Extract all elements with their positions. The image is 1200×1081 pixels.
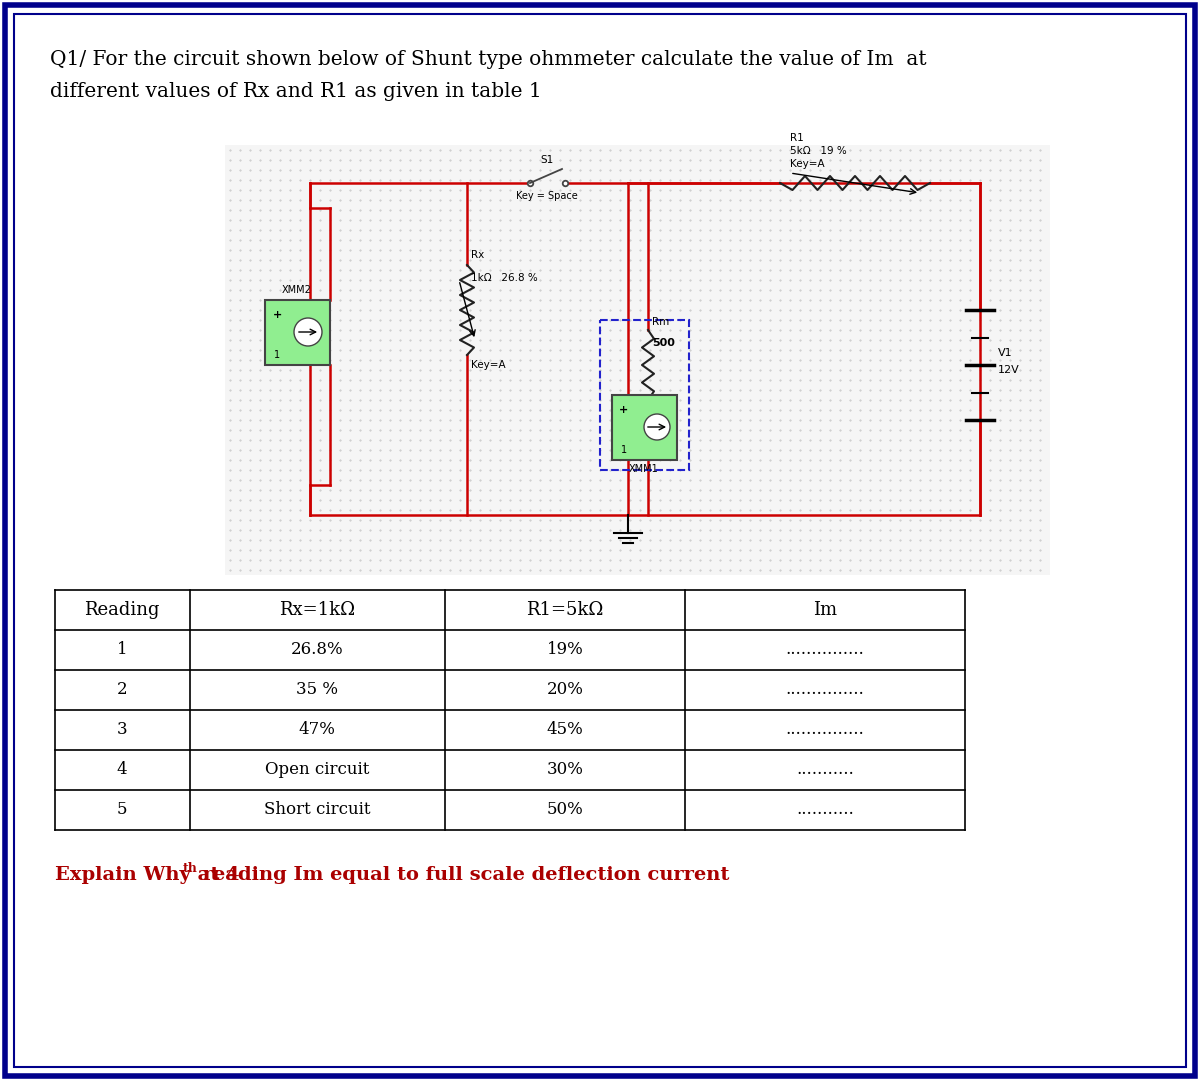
Text: Rx=1kΩ: Rx=1kΩ (278, 601, 355, 619)
Text: Im: Im (812, 601, 838, 619)
Text: Reading: Reading (84, 601, 160, 619)
Text: ...........: ........... (796, 761, 854, 778)
Text: Key=A: Key=A (470, 360, 505, 370)
Text: Short circuit: Short circuit (264, 801, 371, 818)
Text: Explain Why at 4: Explain Why at 4 (55, 866, 240, 884)
Text: ...........: ........... (796, 801, 854, 818)
Text: Key = Space: Key = Space (516, 191, 578, 201)
Circle shape (644, 414, 670, 440)
Text: 47%: 47% (299, 721, 336, 738)
Text: reading Im equal to full scale deflection current: reading Im equal to full scale deflectio… (196, 866, 730, 884)
Text: Rx: Rx (470, 250, 485, 261)
Text: Rm: Rm (652, 317, 670, 326)
Text: 1kΩ   26.8 %: 1kΩ 26.8 % (470, 273, 538, 283)
Text: +: + (619, 405, 629, 415)
Text: 1: 1 (274, 350, 280, 360)
Text: 4: 4 (116, 761, 127, 778)
Text: S1: S1 (540, 155, 553, 165)
Text: 3: 3 (116, 721, 127, 738)
Text: 20%: 20% (546, 681, 583, 698)
Text: Open circuit: Open circuit (265, 761, 370, 778)
Text: 1: 1 (116, 641, 127, 658)
Text: 500: 500 (652, 338, 674, 348)
Text: Key=A: Key=A (790, 159, 824, 169)
Text: th: th (182, 862, 198, 875)
Text: Q1/ For the circuit shown below of Shunt type ohmmeter calculate the value of Im: Q1/ For the circuit shown below of Shunt… (50, 50, 926, 69)
Text: R1: R1 (790, 133, 804, 143)
Text: +: + (272, 310, 282, 320)
Bar (226, 145, 1050, 575)
Circle shape (294, 318, 322, 346)
Text: 45%: 45% (547, 721, 583, 738)
Text: ...............: ............... (786, 641, 864, 658)
Bar (600, 320, 689, 470)
Text: 26.8%: 26.8% (290, 641, 343, 658)
Text: 50%: 50% (547, 801, 583, 818)
Text: 35 %: 35 % (296, 681, 338, 698)
Text: 19%: 19% (547, 641, 583, 658)
Text: 5kΩ   19 %: 5kΩ 19 % (790, 146, 847, 156)
Bar (612, 395, 677, 461)
Text: XMM2: XMM2 (282, 285, 312, 295)
Text: 5: 5 (116, 801, 127, 818)
Text: V1: V1 (998, 348, 1013, 358)
Text: XMM1: XMM1 (629, 464, 659, 473)
Text: ...............: ............... (786, 721, 864, 738)
Text: 12V: 12V (998, 365, 1020, 375)
Text: 2: 2 (116, 681, 127, 698)
Bar (265, 301, 330, 365)
Text: ...............: ............... (786, 681, 864, 698)
Text: R1=5kΩ: R1=5kΩ (527, 601, 604, 619)
Text: 30%: 30% (546, 761, 583, 778)
Text: 1: 1 (620, 445, 628, 455)
Text: different values of Rx and R1 as given in table 1: different values of Rx and R1 as given i… (50, 82, 541, 101)
